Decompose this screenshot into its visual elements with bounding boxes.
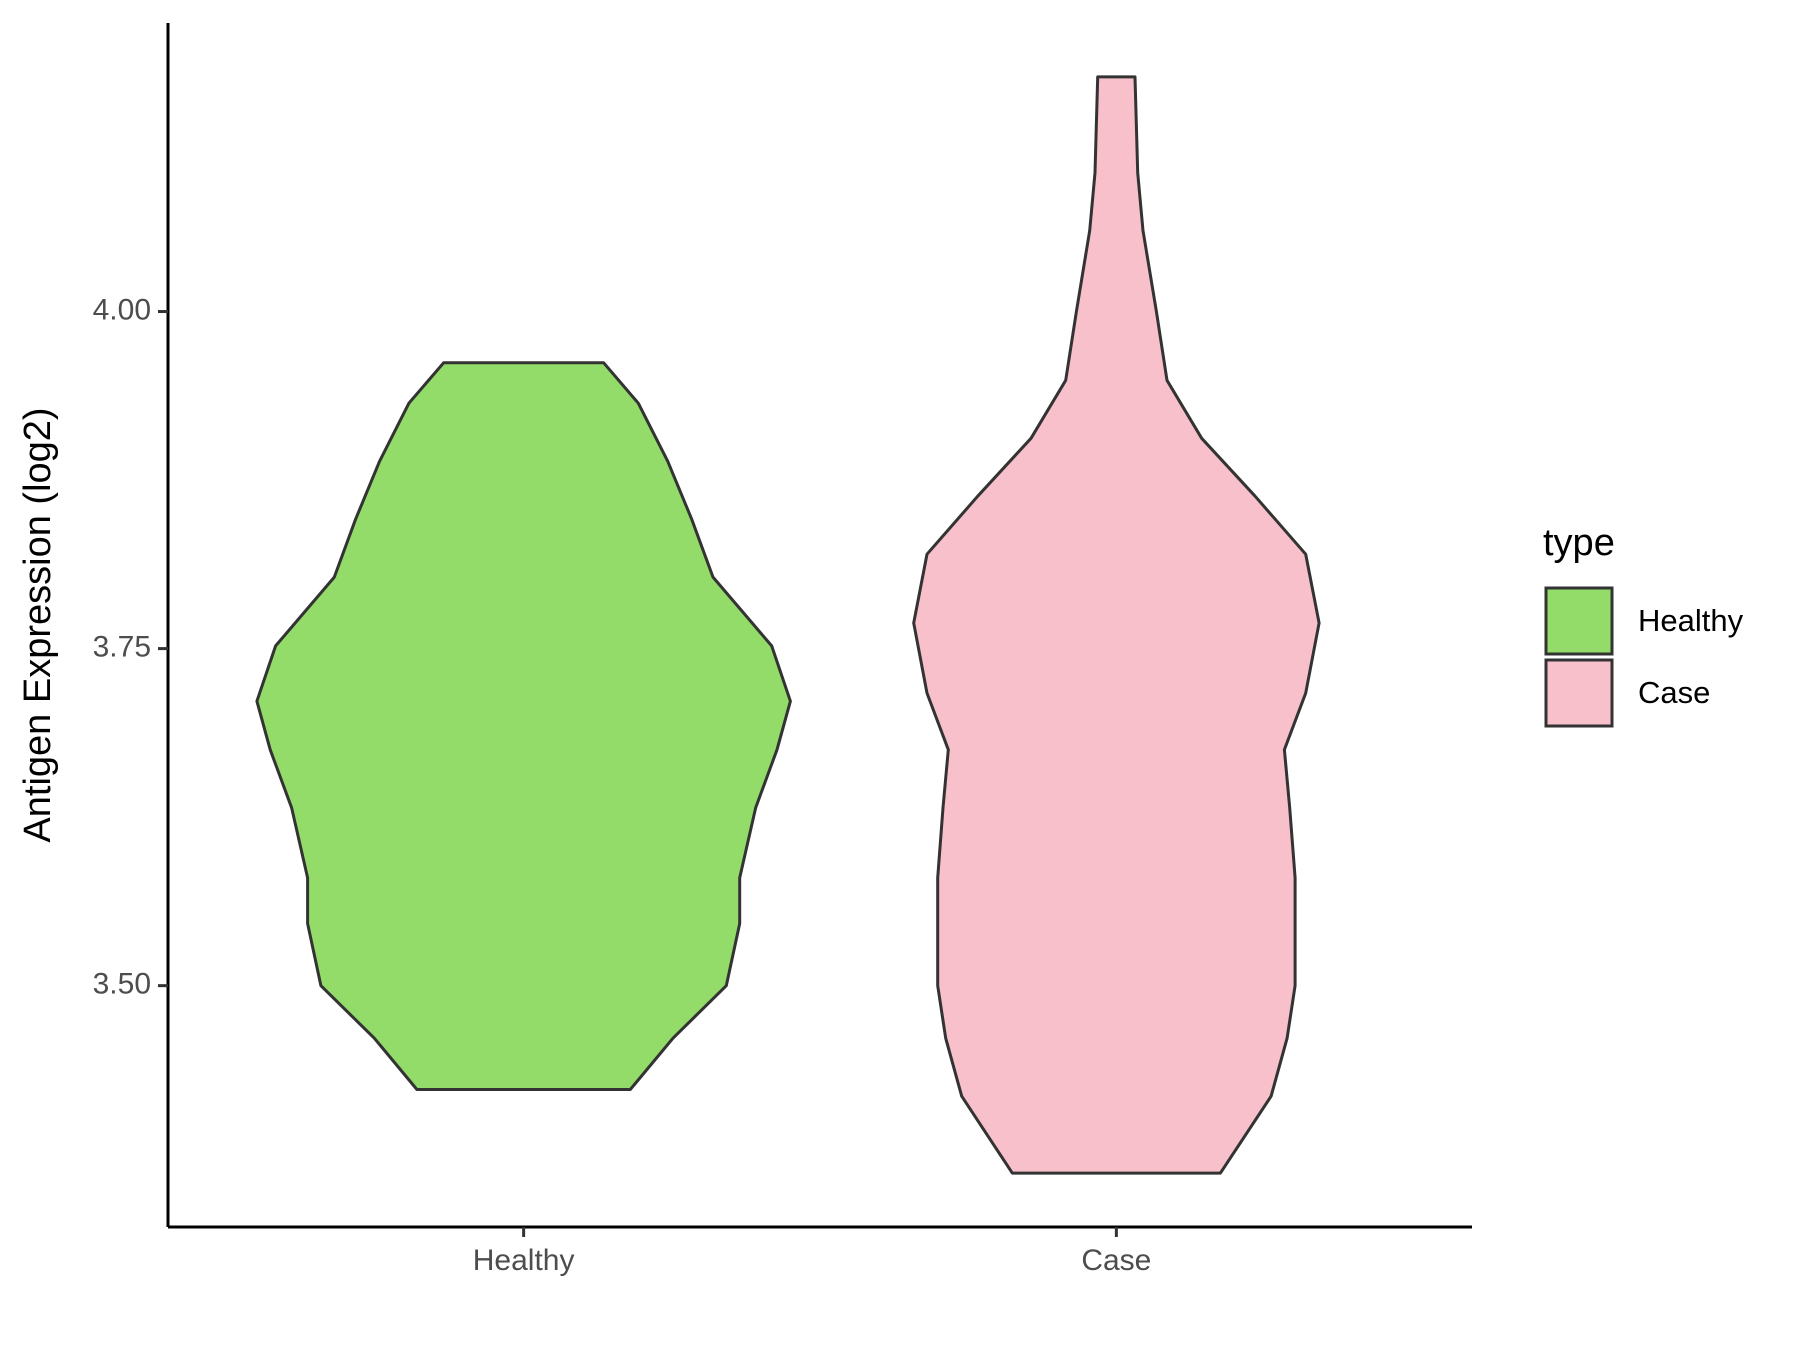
violin	[912, 75, 1321, 1175]
violin	[255, 361, 792, 1091]
legend-title: type	[1543, 522, 1615, 564]
legend-swatch	[1544, 586, 1614, 656]
y-tick-label: 4.00	[93, 293, 151, 326]
x-tick-label: Case	[1081, 1244, 1151, 1277]
legend-label: Healthy	[1638, 603, 1744, 638]
legend-swatch	[1544, 658, 1614, 728]
x-tick-label: Healthy	[473, 1244, 575, 1277]
y-axis-title: Antigen Expression (log2)	[17, 407, 59, 842]
y-tick-label: 3.50	[93, 968, 151, 1001]
y-tick-label: 3.75	[93, 631, 151, 664]
legend-label: Case	[1638, 675, 1710, 710]
